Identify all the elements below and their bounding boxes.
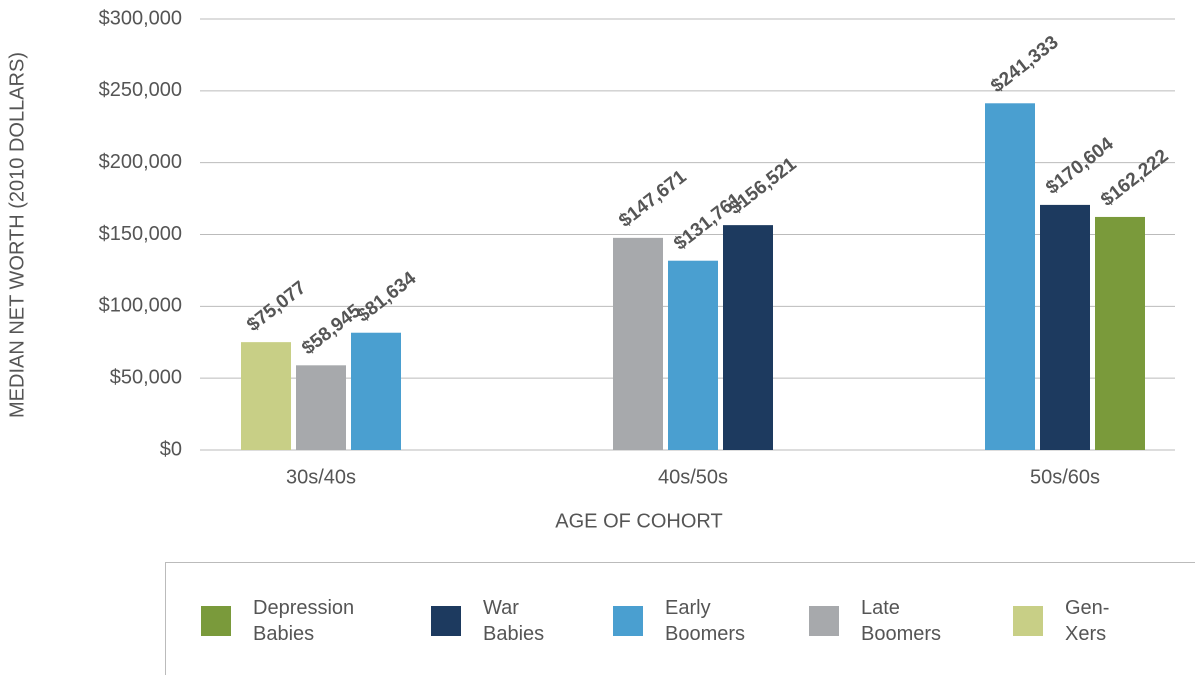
bar bbox=[613, 237, 663, 450]
legend-label: Late Boomers bbox=[861, 597, 942, 645]
legend-swatch bbox=[431, 606, 461, 636]
value-label: $241,333 bbox=[987, 32, 1062, 97]
y-tick-label: $300,000 bbox=[99, 7, 182, 29]
y-tick-label: $50,000 bbox=[110, 366, 182, 388]
legend-swatch bbox=[613, 606, 643, 636]
bar bbox=[241, 342, 291, 450]
x-axis-label: AGE OF COHORT bbox=[555, 510, 722, 532]
bar bbox=[985, 103, 1035, 451]
legend-item: Gen-Xers bbox=[1013, 593, 1109, 649]
legend-swatch bbox=[201, 606, 231, 636]
y-axis-label: MEDIAN NET WORTH (2010 DOLLARS) bbox=[6, 52, 28, 418]
legend-label: War Babies bbox=[483, 597, 545, 645]
legend-item: Early Boomers bbox=[613, 593, 745, 649]
bar bbox=[668, 260, 718, 450]
y-tick-label: $150,000 bbox=[99, 223, 182, 245]
value-label: $156,521 bbox=[725, 153, 801, 219]
x-tick-label: 40s/50s bbox=[658, 466, 728, 488]
legend-label: Early Boomers bbox=[665, 597, 746, 645]
y-tick-label: $200,000 bbox=[99, 151, 182, 173]
x-tick-label: 30s/40s bbox=[286, 466, 356, 488]
bar bbox=[351, 332, 401, 450]
value-label: $147,671 bbox=[615, 166, 691, 232]
y-tick-label: $250,000 bbox=[99, 79, 182, 101]
legend-label: Depression Babies bbox=[253, 597, 355, 645]
y-tick-label: $0 bbox=[160, 438, 182, 460]
bar bbox=[1095, 216, 1145, 450]
legend-swatch bbox=[1013, 606, 1043, 636]
legend-swatch bbox=[809, 606, 839, 636]
x-tick-label: 50s/60s bbox=[1030, 466, 1100, 488]
bar bbox=[1040, 204, 1090, 450]
legend-label: Gen-Xers bbox=[1065, 597, 1110, 645]
legend-item: War Babies bbox=[431, 593, 544, 649]
legend: Depression Babies War Babies Early Boomers… bbox=[165, 562, 1195, 675]
legend-item: Depression Babies bbox=[201, 593, 354, 649]
value-label: $81,634 bbox=[353, 268, 420, 327]
legend-item: Late Boomers bbox=[809, 593, 941, 649]
bar bbox=[296, 365, 346, 450]
bar bbox=[723, 225, 773, 450]
chart: MEDIAN NET WORTH (2010 DOLLARS) AGE OF C… bbox=[6, 7, 1175, 532]
y-tick-label: $100,000 bbox=[99, 295, 182, 317]
